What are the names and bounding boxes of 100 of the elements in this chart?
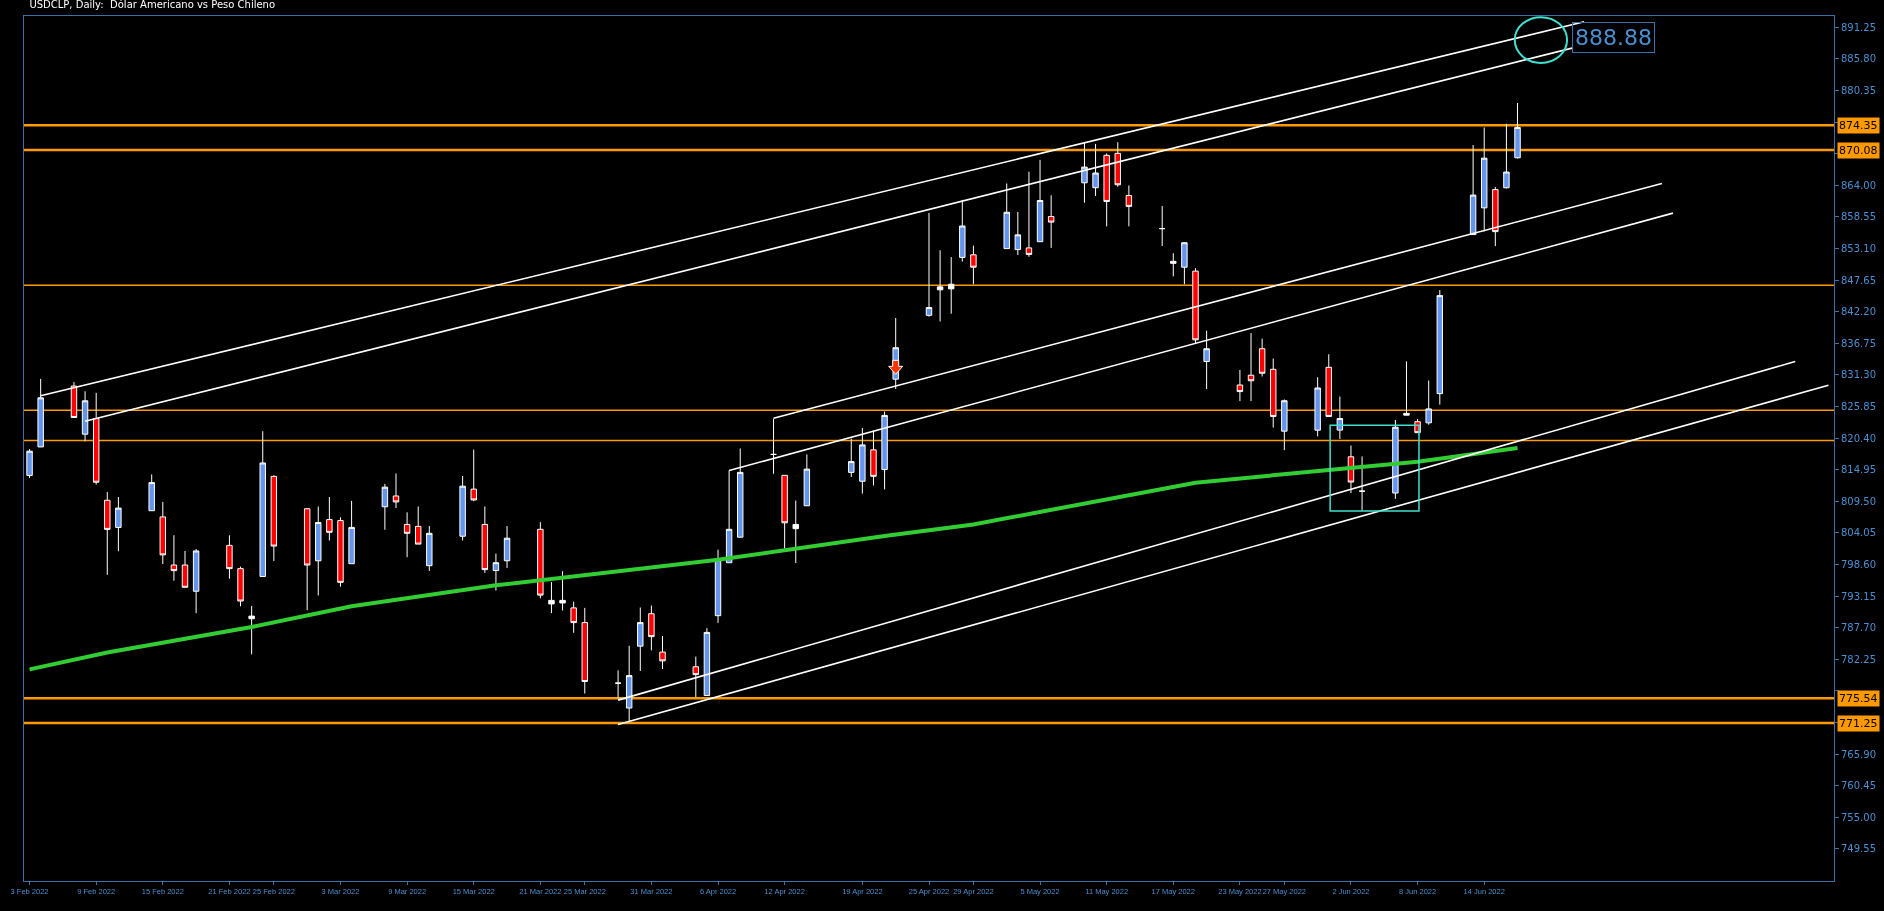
candlestick: [1314, 376, 1321, 437]
candlestick: [248, 605, 255, 655]
candlestick: [959, 199, 966, 263]
candlestick: [1014, 211, 1022, 256]
candlestick: [548, 581, 555, 614]
candlestick: [1158, 205, 1166, 247]
y-tick-label: 864.00: [1841, 179, 1876, 191]
candlestick: [1192, 267, 1199, 345]
y-tick-label: 755.00: [1841, 811, 1876, 823]
y-tick-label: 820.40: [1841, 432, 1876, 444]
ref-line-label: 775.54: [1839, 692, 1878, 705]
candlestick: [481, 505, 489, 574]
candlestick: [1081, 141, 1088, 204]
y-tick-label: 760.45: [1841, 780, 1876, 792]
y-tick-label: 853.10: [1841, 242, 1876, 254]
candlestick: [26, 448, 33, 479]
candlestick: [1092, 143, 1099, 197]
y-tick-label: 804.05: [1841, 527, 1876, 539]
candlestick: [348, 500, 355, 565]
y-tick-label: 847.65: [1841, 274, 1876, 286]
candlestick: [1236, 369, 1244, 402]
candlestick: [947, 256, 955, 315]
candlestick: [1281, 398, 1288, 451]
candlestick: [637, 607, 644, 672]
ref-line-label: 874.35: [1839, 119, 1878, 132]
candlestick: [559, 570, 566, 611]
candlestick: [1392, 419, 1399, 500]
annotation: 888.88: [1575, 25, 1652, 50]
y-tick-label: 793.15: [1841, 590, 1876, 602]
candlestick: [1258, 338, 1266, 377]
candlestick: [414, 505, 422, 545]
candlestick: [1114, 141, 1121, 188]
candlestick: [781, 474, 788, 549]
candlestick: [315, 505, 322, 596]
candlestick: [1181, 242, 1188, 285]
candlestick: [692, 656, 700, 698]
candlestick: [570, 601, 577, 634]
candlestick: [1025, 171, 1033, 258]
candlestick: [1036, 159, 1044, 243]
candlestick: [148, 473, 155, 512]
candlestick: [237, 566, 244, 607]
candlestick: [426, 525, 433, 572]
candlestick: [537, 521, 544, 599]
candlestick: [170, 534, 178, 582]
candlestick: [159, 501, 167, 565]
candlestick: [470, 449, 477, 502]
chart-title: USDCLP, Daily: Dólar Americano vs Peso Chileno: [29, 0, 276, 10]
candlestick: [1492, 186, 1499, 247]
candlestick: [459, 475, 466, 542]
candlestick: [1436, 289, 1444, 406]
candlestick: [1503, 123, 1510, 189]
candlestick: [1514, 102, 1521, 159]
ref-line-label: 771.25: [1839, 717, 1878, 730]
candlestick: [381, 483, 389, 531]
y-tick-label: 842.20: [1841, 306, 1876, 318]
candlestick: [104, 491, 111, 576]
candlestick: [581, 607, 588, 695]
candlestick: [259, 430, 266, 578]
candlestick: [803, 453, 811, 507]
y-tick-label: 891.25: [1841, 21, 1876, 33]
candlestick: [703, 627, 711, 697]
candlestick: [392, 472, 400, 509]
candlestick: [925, 212, 933, 318]
y-tick-label: 814.95: [1841, 464, 1876, 476]
y-tick-label: 880.35: [1841, 85, 1876, 96]
candlestick: [115, 496, 122, 552]
line-series: [27, 445, 1520, 672]
candlestick: [226, 534, 233, 580]
candlestick: [1336, 396, 1344, 440]
candlestick: [659, 635, 666, 670]
candlestick: [303, 507, 311, 611]
y-tick-label: 782.25: [1841, 653, 1876, 665]
candlestick: [1325, 353, 1332, 417]
candlestick: [503, 525, 511, 569]
candlestick: [970, 245, 977, 285]
candlestick: [1403, 360, 1410, 416]
y-tick-label: 809.50: [1841, 495, 1876, 507]
candlestick: [492, 553, 500, 592]
candlestick: [936, 249, 944, 323]
y-tick-label: 787.70: [1841, 622, 1876, 634]
candlestick: [1103, 152, 1110, 227]
candlestick: [403, 511, 411, 558]
candlestick: [1170, 252, 1177, 277]
candlestick: [181, 550, 189, 588]
y-tick-label: 885.80: [1841, 53, 1876, 65]
candlestick: [1270, 358, 1277, 429]
y-tick-label: 825.85: [1841, 400, 1876, 412]
candlestick: [714, 549, 722, 624]
y-tick-label: 798.60: [1841, 558, 1876, 570]
y-tick-label: 858.55: [1841, 211, 1876, 223]
candlestick: [1425, 379, 1432, 426]
y-tick-label: 765.90: [1841, 748, 1876, 760]
candlestick: [1003, 182, 1010, 250]
y-tick-label: 831.30: [1841, 369, 1876, 381]
candlestick: [1247, 332, 1255, 402]
candlestick: [1125, 184, 1133, 227]
ref-line-label: 870.08: [1839, 144, 1878, 157]
y-tick-label: 749.55: [1841, 843, 1876, 855]
candlestick: [326, 496, 333, 542]
candlestick: [792, 500, 799, 564]
